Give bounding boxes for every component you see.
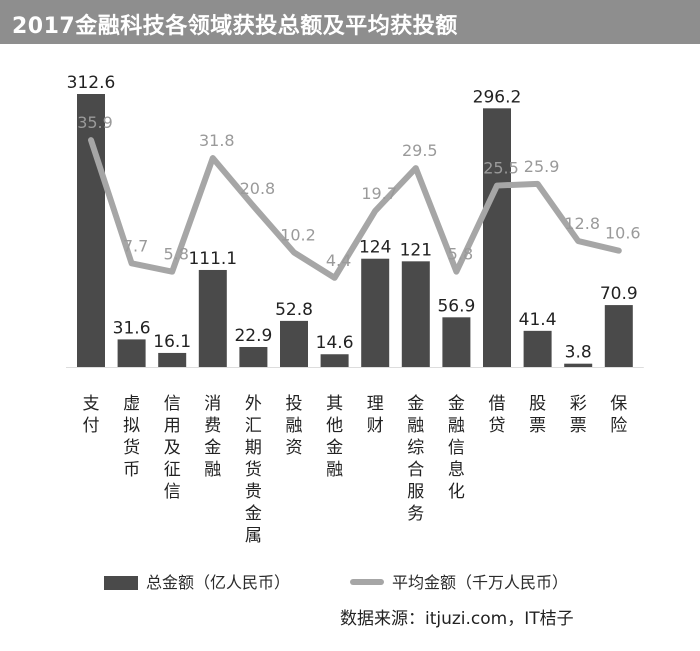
bar-7	[361, 258, 390, 367]
category-labels: 支付 虚拟货币 信用及征信 消费金融 外汇期货贵金属 投融资 其他金融 理财 金融综合服务 金融信…	[83, 394, 628, 546]
category-label-7: 理财	[367, 394, 384, 436]
category-label-11: 股票	[529, 394, 546, 436]
category-label-5: 投融资	[286, 394, 303, 458]
line-value-labels: 35.9 7.7 5.8 31.8 20.8 10.2 4.4 19.7 29.5 5.8 25.5…	[77, 113, 640, 270]
category-label-12: 彩票	[570, 394, 587, 436]
bar-10	[483, 108, 511, 368]
chart-title: 2017金融科技各领域获投总额及平均获投额	[12, 14, 458, 39]
bar-value-label-11: 41.4	[519, 310, 557, 330]
line-value-label-2: 5.8	[163, 245, 188, 264]
bar-value-label-12: 3.8	[565, 343, 592, 363]
legend-line-label: 平均金额（千万人民币）	[392, 573, 569, 592]
bar-12	[564, 363, 593, 367]
chart: 312.6 31.616.1 111.1 22.952.814.6 124 121 56.9…	[66, 73, 644, 546]
category-label-0: 支付	[83, 394, 100, 436]
bar-6	[320, 354, 349, 367]
line-value-label-5: 10.2	[280, 225, 316, 244]
bar-0	[77, 94, 105, 367]
line-value-label-7: 19.7	[361, 184, 397, 203]
category-label-1: 虚拟货币	[123, 394, 140, 480]
line-value-label-8: 29.5	[402, 141, 438, 160]
bar-9	[442, 317, 471, 367]
line-value-label-10: 25.5	[483, 159, 519, 178]
legend-bar-label: 总金额（亿人民币）	[146, 573, 291, 592]
line-value-label-11: 25.9	[524, 157, 560, 176]
line-value-label-12: 12.8	[564, 214, 600, 233]
category-label-13: 保险	[610, 394, 627, 436]
bar-4	[239, 347, 268, 367]
category-label-4: 外汇期货贵金属	[245, 394, 262, 546]
line-value-label-1: 7.7	[123, 236, 148, 255]
bar-value-label-9: 56.9	[437, 296, 475, 316]
bar-value-label-4: 22.9	[234, 326, 272, 346]
legend-bar-swatch	[104, 576, 138, 590]
bar-11	[523, 330, 552, 367]
category-label-2: 信用及征信	[164, 394, 181, 502]
line-value-label-9: 5.8	[448, 245, 473, 264]
bar-value-label-0: 312.6	[67, 73, 116, 93]
bar-5	[280, 320, 308, 367]
bar-value-label-13: 70.9	[600, 284, 638, 304]
category-label-8: 金融综合服务	[407, 394, 424, 524]
line-value-label-4: 20.8	[240, 179, 276, 198]
bar-value-labels: 312.6 31.616.1 111.1 22.952.814.6 124 121 56.9…	[67, 73, 638, 363]
category-label-9: 金融信息化	[448, 394, 465, 502]
bar-3	[198, 269, 227, 367]
title-bar: 2017金融科技各领域获投总额及平均获投额	[0, 0, 700, 44]
bar-series	[77, 94, 633, 368]
bar-value-label-8: 121	[400, 240, 432, 260]
category-label-10: 借贷	[489, 394, 506, 436]
bar-value-label-6: 14.6	[316, 333, 354, 353]
bar-value-label-5: 52.8	[275, 300, 313, 320]
average-line	[88, 137, 622, 281]
bar-1	[117, 339, 146, 367]
category-label-6: 其他金融	[326, 394, 343, 480]
bar-value-label-3: 111.1	[188, 249, 237, 269]
source-note: 数据来源：itjuzi.com，IT桔子	[340, 609, 574, 629]
bar-value-label-2: 16.1	[153, 332, 191, 352]
bar-value-label-10: 296.2	[473, 87, 522, 107]
line-value-label-3: 31.8	[199, 131, 235, 150]
bar-value-label-7: 124	[359, 238, 391, 258]
bar-value-label-1: 31.6	[113, 318, 151, 338]
bar-8	[401, 261, 430, 367]
bar-13	[604, 305, 633, 367]
line-value-label-0: 35.9	[77, 113, 113, 132]
line-value-label-13: 10.6	[605, 224, 641, 243]
category-label-3: 消费金融	[204, 394, 221, 480]
line-value-label-6: 4.4	[326, 251, 351, 270]
legend-line-swatch	[350, 579, 384, 585]
bar-2	[158, 352, 187, 367]
